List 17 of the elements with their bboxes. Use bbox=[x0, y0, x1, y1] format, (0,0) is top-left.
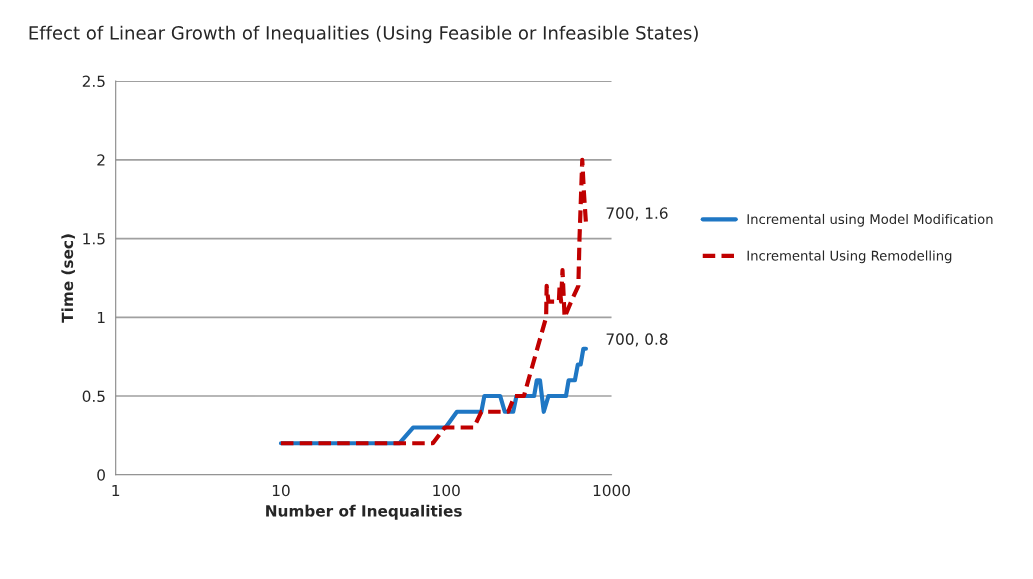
y-tick-label: 0.5 bbox=[82, 390, 105, 403]
legend-label: Incremental Using Remodelling bbox=[747, 250, 952, 264]
x-tick-label: 10 bbox=[272, 484, 290, 497]
annotation: 700, 0.8 bbox=[606, 333, 668, 347]
y-tick-label: 1.5 bbox=[83, 233, 105, 245]
y-tick-label: 1 bbox=[97, 311, 105, 324]
x-axis-title: Number of Inequalities bbox=[266, 504, 462, 520]
y-tick-label: 2 bbox=[97, 154, 105, 166]
y-tick-label: 2.5 bbox=[82, 75, 105, 88]
x-tick-label: 1 bbox=[112, 484, 120, 497]
annotation: 700, 1.6 bbox=[606, 207, 668, 221]
chart-title: Effect of Linear Growth of Inequalities (Using Feasible or Infeasible States) bbox=[29, 25, 698, 44]
x-tick-label: 1000 bbox=[593, 484, 630, 497]
y-axis-title: Time (sec) bbox=[61, 234, 75, 323]
x-tick-label: 100 bbox=[433, 484, 460, 497]
y-tick-label: 0 bbox=[97, 469, 105, 481]
legend-label: Incremental using Model Modification bbox=[747, 213, 993, 227]
